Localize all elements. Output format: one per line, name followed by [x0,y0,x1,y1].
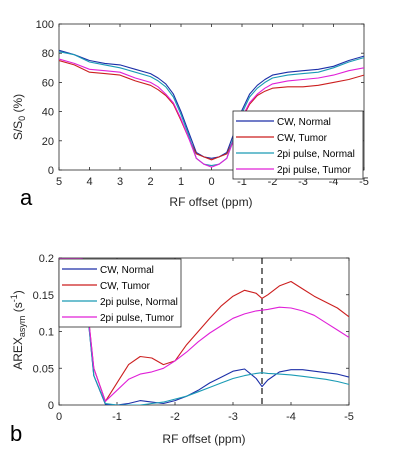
x-tick-label: -5 [359,176,369,188]
x-tick-label: -1 [237,176,247,188]
panel-b-plot: 0 -1 -2 -3 -4 -5 0 0.05 0.1 0.15 0.2 CW, Normal CW, … [33,253,354,423]
series-line-cw-normal [59,49,364,159]
y-tick-label: 0.15 [33,290,54,302]
legend-box [58,258,182,328]
y-tick-label: 0.1 [39,327,54,339]
legend-entry-label: CW, Tumor [100,281,151,292]
legend-entry-label: 2pi pulse, Normal [100,297,178,308]
x-tick-label: -4 [286,411,296,423]
x-tick-label: -5 [344,411,354,423]
legend-entry-label: 2pi pulse, Normal [277,149,355,160]
y-tick-label: 80 [42,48,54,60]
x-tick-label: 0 [56,411,62,423]
series-line-2pi-pulse-tumor [59,258,349,402]
panel-a-series-group [59,49,364,168]
x-tick-label: -4 [329,176,339,188]
panel-a-plot: 5 4 3 2 1 0 -1 -2 -3 -4 -5 0 20 40 60 80 100 CW, Normal CW… [36,19,369,188]
series-line-cw-tumor [59,59,364,161]
x-tick-label: 5 [56,176,62,188]
series-line-2pi-pulse-normal [59,51,364,167]
panel-a-xlabel: RF offset (ppm) [169,195,252,209]
x-tick-label: 1 [178,176,184,188]
x-tick-label: -3 [298,176,308,188]
panel-b-xlabel: RF offset (ppm) [162,432,245,446]
y-tick-label: 100 [36,19,54,31]
x-tick-label: -2 [170,411,180,423]
panel-a: S/S0 (%) 5 4 3 2 1 0 -1 -2 -3 -4 -5 0 20 40 60 80 100 CW,… [11,19,369,210]
panel-a-letter: a [20,185,33,210]
x-tick-label: -1 [112,411,122,423]
y-tick-label: 0.2 [39,253,54,265]
panel-b: AREXasym (s-1) 0 -1 -2 -3 -4 -5 0 0.05 0.1 0.15 0.… [9,253,354,446]
panel-b-letter: b [10,421,22,446]
x-tick-label: 3 [117,176,123,188]
legend-entry-label: CW, Tumor [277,133,328,144]
panel-b-series-group [59,258,349,405]
series-line-2pi-pulse-tumor [59,58,364,168]
x-tick-label: 0 [208,176,214,188]
legend-entry-label: 2pi pulse, Tumor [100,313,175,324]
y-tick-label: 0.05 [33,363,54,375]
x-tick-label: 4 [86,176,92,188]
y-tick-label: 60 [42,77,54,89]
legend-entry-label: CW, Normal [277,117,331,128]
x-tick-label: 2 [147,176,153,188]
y-tick-label: 0 [48,400,54,412]
legend-box [232,110,364,180]
y-tick-label: 40 [42,107,54,119]
series-line-2pi-pulse-normal [59,258,349,405]
panel-b-ylabel: AREXasym (s-1) [9,290,27,370]
panel-a-ylabel: S/S0 (%) [11,94,27,140]
legend-entry-label: CW, Normal [100,265,154,276]
y-tick-label: 20 [42,136,54,148]
x-tick-label: -3 [228,411,238,423]
legend-entry-label: 2pi pulse, Tumor [277,165,352,176]
y-tick-label: 0 [48,165,54,177]
x-tick-label: -2 [268,176,278,188]
series-line-cw-tumor [59,258,349,402]
